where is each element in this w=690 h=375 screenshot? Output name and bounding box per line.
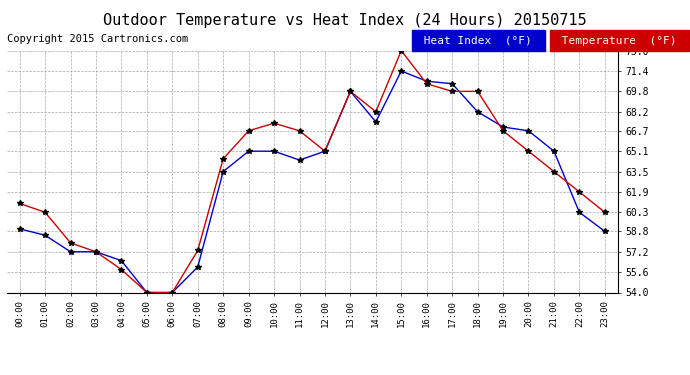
Text: Heat Index  (°F): Heat Index (°F) <box>417 36 539 46</box>
Text: Outdoor Temperature vs Heat Index (24 Hours) 20150715: Outdoor Temperature vs Heat Index (24 Ho… <box>104 13 586 28</box>
Text: Temperature  (°F): Temperature (°F) <box>555 36 684 46</box>
Text: Copyright 2015 Cartronics.com: Copyright 2015 Cartronics.com <box>7 34 188 44</box>
